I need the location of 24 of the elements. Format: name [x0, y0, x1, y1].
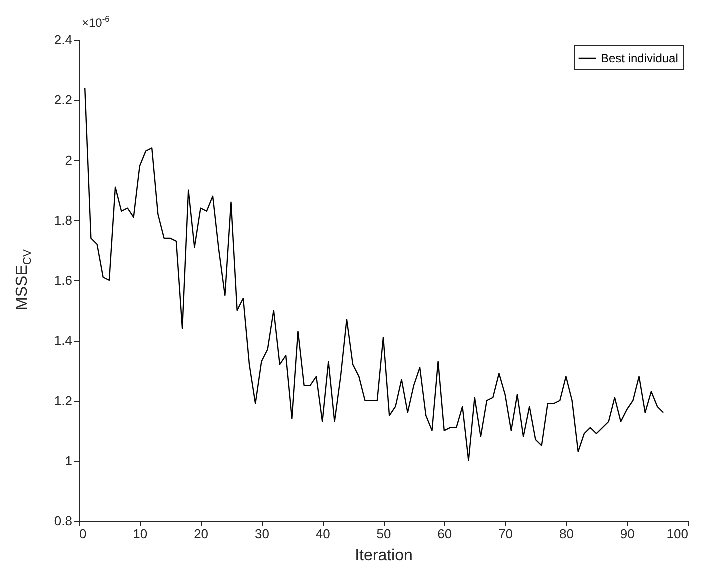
x-tick-label: 30	[254, 526, 270, 542]
x-tick-label: 70	[498, 526, 514, 542]
y-tick-label: 2.2	[54, 92, 72, 108]
line-series	[84, 88, 664, 462]
text: ×10$^{-6}$	[82, 14, 110, 30]
x-tick-label: 60	[438, 526, 452, 542]
x-tick-label: 100	[666, 526, 688, 542]
x-tick-label: 40	[316, 526, 330, 542]
y-tick-label: 1	[65, 453, 72, 468]
y-tick-label: 2.4	[54, 32, 72, 48]
y-tick-label: 0.8	[54, 514, 72, 528]
y-tick-label: 1.2	[54, 393, 72, 408]
x-tick-label: 0	[80, 526, 87, 542]
y-tick-label: 2	[65, 152, 72, 168]
x-tick-label: 50	[376, 526, 392, 542]
y-tick-label: 1.8	[54, 212, 72, 228]
x-tick-label: 20	[194, 526, 209, 542]
x-axis-title: Iteration	[355, 548, 413, 564]
legend-label: Best individual	[601, 52, 678, 66]
x-tick-label: 80	[559, 526, 574, 542]
y-tick-label: 1.4	[54, 333, 72, 348]
y-tick-label: 1.6	[54, 273, 72, 288]
x-tick-label: 90	[620, 526, 635, 542]
x-tick-label: 10	[133, 526, 148, 542]
